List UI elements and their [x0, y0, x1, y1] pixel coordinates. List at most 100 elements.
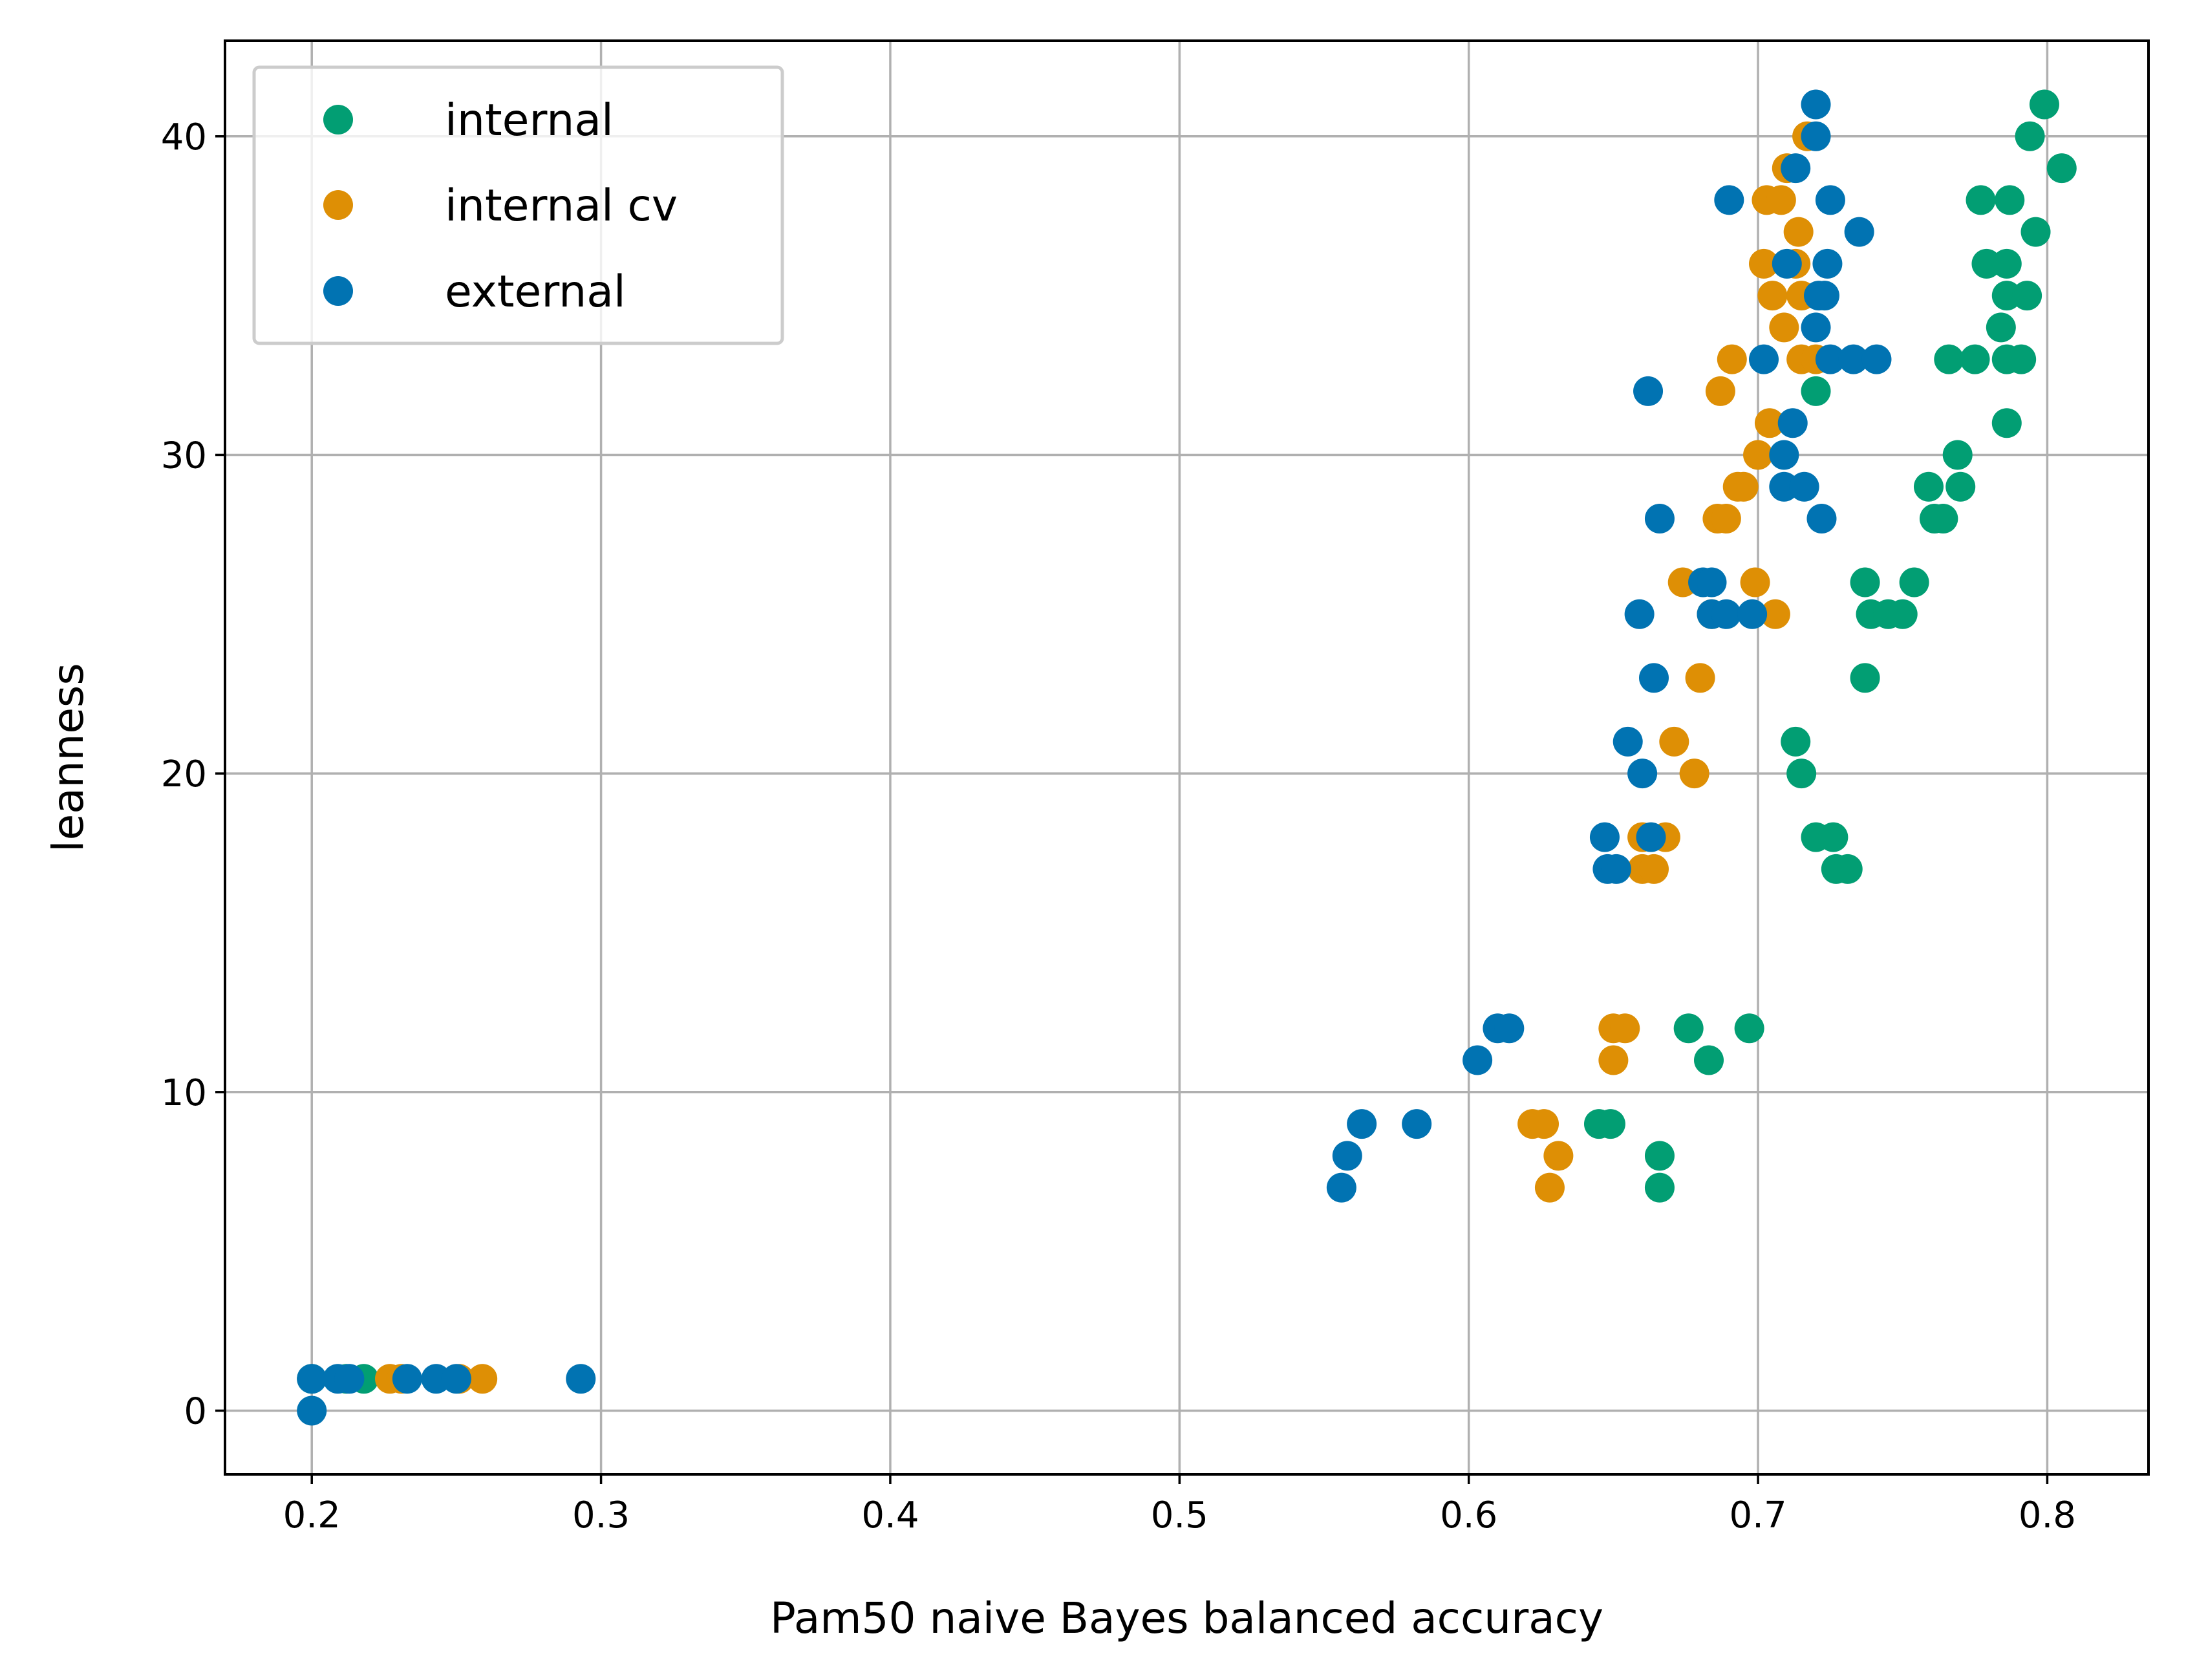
data-point — [1543, 1141, 1574, 1171]
data-point — [1832, 854, 1863, 884]
data-point — [1760, 599, 1790, 629]
data-point — [1633, 376, 1664, 406]
legend: internal internal cv external — [252, 65, 784, 345]
data-point — [1769, 440, 1799, 470]
data-point — [1850, 663, 1880, 693]
data-point — [297, 1364, 327, 1394]
data-point — [1740, 567, 1770, 598]
x-axis-label: Pam50 naive Bayes balanced accuracy — [770, 1593, 1603, 1643]
x-tick-label: 0.6 — [1440, 1494, 1497, 1536]
x-tick-label: 0.8 — [2019, 1494, 2076, 1536]
data-point — [1734, 1013, 1764, 1044]
data-point — [1781, 153, 1811, 184]
series-external — [297, 89, 1892, 1426]
data-point — [1815, 344, 1845, 374]
y-tick-label: 10 — [161, 1072, 207, 1114]
data-point — [1777, 408, 1808, 438]
y-tick-label: 20 — [161, 753, 207, 795]
data-point — [2020, 217, 2051, 247]
data-point — [2006, 344, 2037, 374]
data-point — [334, 1364, 365, 1394]
data-point — [1697, 567, 1727, 598]
series-internal — [297, 89, 2077, 1394]
data-point — [1801, 312, 1831, 343]
grid — [225, 41, 2148, 1474]
data-point — [1986, 312, 2016, 343]
data-point — [467, 1364, 498, 1394]
data-points — [297, 89, 2077, 1426]
data-point — [1326, 1172, 1356, 1203]
legend-label-internal-cv: internal cv — [445, 180, 678, 232]
data-point — [1589, 822, 1620, 852]
data-point — [1991, 408, 2022, 438]
data-point — [1694, 1045, 1724, 1075]
data-point — [1534, 1172, 1565, 1203]
data-point — [1945, 471, 1976, 502]
data-point — [566, 1364, 596, 1394]
data-point — [1711, 599, 1741, 629]
legend-marker-internal — [323, 105, 353, 135]
legend-box — [252, 65, 784, 345]
data-point — [1850, 567, 1880, 598]
data-point — [1644, 1141, 1675, 1171]
data-point — [1639, 854, 1669, 884]
data-point — [1966, 185, 1996, 215]
data-point — [1838, 344, 1869, 374]
data-point — [1685, 663, 1715, 693]
data-point — [1861, 344, 1892, 374]
legend-label-external: external — [445, 266, 626, 318]
data-point — [1801, 89, 1831, 120]
data-point — [1749, 248, 1779, 279]
data-point — [1783, 217, 1814, 247]
x-tick-label: 0.2 — [283, 1494, 341, 1536]
data-point — [1844, 217, 1874, 247]
data-point — [1402, 1109, 1432, 1139]
data-point — [2046, 153, 2077, 184]
data-point — [1914, 471, 1944, 502]
data-point — [1781, 726, 1811, 757]
data-point — [1595, 1109, 1625, 1139]
data-point — [392, 1364, 422, 1394]
data-point — [1806, 504, 1837, 533]
data-point — [1991, 248, 2022, 279]
data-point — [1494, 1013, 1525, 1044]
plot-frame — [224, 39, 2150, 1476]
data-point — [1899, 567, 1929, 598]
data-point — [1801, 121, 1831, 151]
data-point — [2012, 281, 2042, 311]
data-point — [1743, 440, 1773, 470]
x-tick-label: 0.4 — [861, 1494, 919, 1536]
data-point — [1887, 599, 1918, 629]
legend-label-internal: internal — [445, 95, 614, 146]
legend-marker-internal-cv — [323, 190, 353, 220]
data-point — [1610, 1013, 1640, 1044]
data-point — [1717, 344, 1747, 374]
data-point — [1934, 344, 1964, 374]
data-point — [1636, 822, 1666, 852]
data-point — [1644, 1172, 1675, 1203]
data-point — [1624, 599, 1655, 629]
data-point — [1809, 281, 1839, 311]
data-point — [1995, 185, 2025, 215]
data-point — [1960, 344, 1990, 374]
x-tick-label: 0.3 — [572, 1494, 630, 1536]
x-tick-label: 0.7 — [1730, 1494, 1787, 1536]
data-point — [1766, 185, 1796, 215]
y-tick-label: 30 — [161, 435, 207, 477]
data-point — [1705, 376, 1735, 406]
data-point — [1613, 726, 1643, 757]
data-point — [1815, 185, 1845, 215]
data-point — [1737, 599, 1768, 629]
data-point — [441, 1364, 471, 1394]
data-point — [1529, 1109, 1559, 1139]
data-point — [2015, 121, 2045, 151]
y-tick-label: 0 — [184, 1390, 207, 1432]
data-point — [2029, 89, 2059, 120]
data-point — [1644, 504, 1675, 533]
data-point — [1659, 726, 1689, 757]
axis-ticks: 0.2 0.3 0.4 0.5 0.6 0.7 0.8 0 10 20 30 40 — [161, 116, 2076, 1536]
data-point — [1347, 1109, 1377, 1139]
data-point — [1754, 408, 1784, 438]
data-point — [1714, 185, 1744, 215]
